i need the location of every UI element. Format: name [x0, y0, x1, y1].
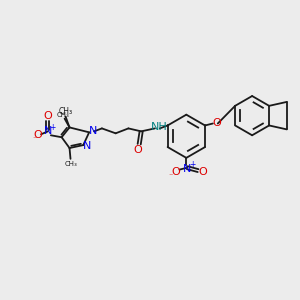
Text: O: O [44, 111, 52, 121]
Text: O: O [199, 167, 207, 177]
Text: O: O [34, 130, 43, 140]
Text: O: O [171, 167, 180, 177]
Text: NH: NH [151, 122, 167, 132]
Text: ⁻: ⁻ [32, 135, 36, 144]
Text: +: + [189, 160, 195, 169]
Text: CH₃: CH₃ [56, 112, 69, 118]
Text: ⁻: ⁻ [168, 171, 173, 180]
Text: +: + [50, 123, 56, 132]
Text: CH₃: CH₃ [58, 107, 73, 116]
Text: O: O [134, 145, 142, 155]
Text: N: N [89, 126, 97, 136]
Text: CH₃: CH₃ [65, 161, 78, 167]
Text: N: N [44, 126, 52, 136]
Text: N: N [83, 141, 92, 151]
Text: N: N [183, 164, 191, 174]
Text: O: O [212, 118, 221, 128]
